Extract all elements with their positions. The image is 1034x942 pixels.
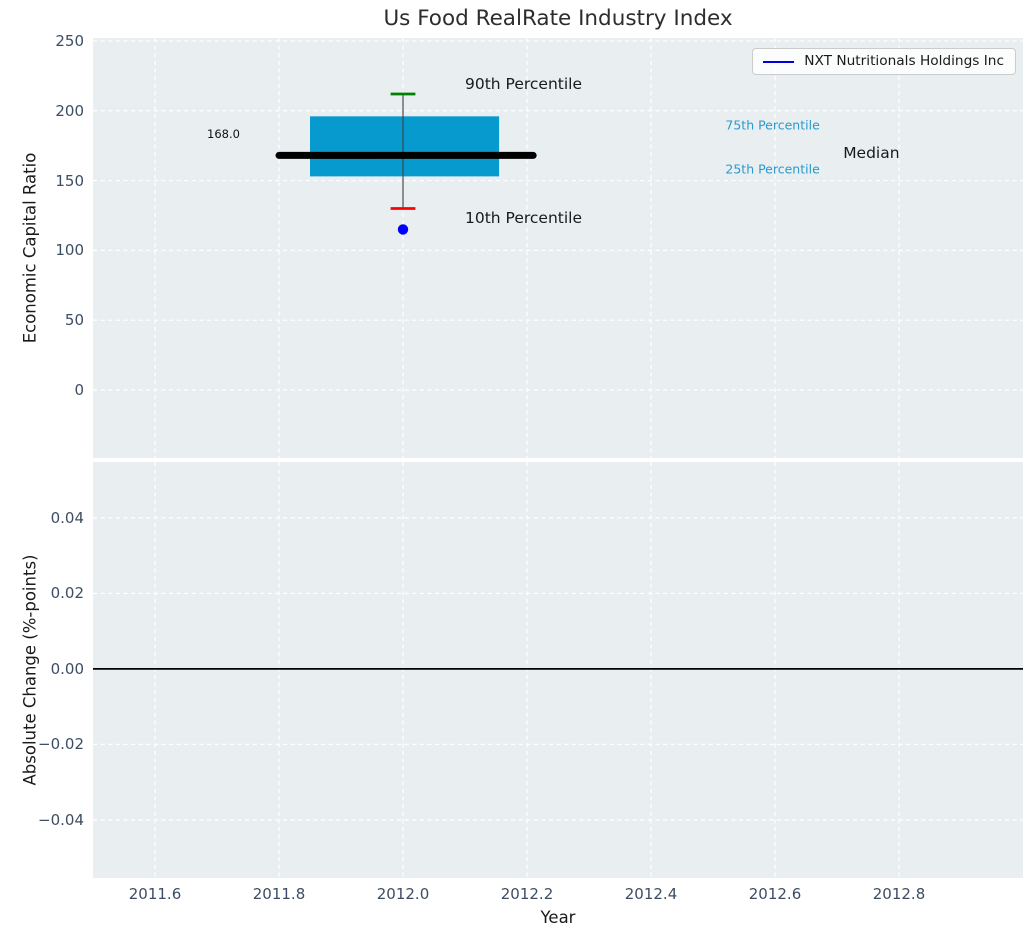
y-tick-label: 0.04 (50, 508, 84, 527)
legend-label: NXT Nutritionals Holdings Inc (804, 53, 1004, 69)
annotation-10th-percentile: 10th Percentile (465, 209, 583, 228)
y-tick-label: 200 (55, 101, 84, 120)
x-tick-label: 2012.2 (500, 885, 554, 903)
y-tick-label: 250 (55, 31, 84, 50)
annotation-median-value: 168.0 (207, 127, 240, 142)
top-plot-area: NXT Nutritionals Holdings Inc (93, 38, 1023, 458)
x-tick-label: 2012.0 (376, 885, 430, 903)
y-tick-label: −0.04 (38, 810, 84, 829)
x-tick-label: 2012.8 (872, 885, 926, 903)
bottom-plot-area (93, 462, 1023, 878)
y-tick-label: 100 (55, 241, 84, 260)
annotation-75th-percentile: 75th Percentile (725, 117, 820, 133)
plot-canvas (93, 38, 1023, 458)
legend: NXT Nutritionals Holdings Inc (752, 48, 1016, 75)
y-tick-label: −0.02 (38, 735, 84, 754)
legend-line-sample-icon (763, 60, 795, 63)
x-tick-label: 2012.6 (748, 885, 802, 903)
x-tick-label: 2011.6 (128, 885, 182, 903)
annotation-median: Median (843, 143, 900, 162)
box-interquartile-rect (310, 116, 500, 177)
company-point-marker (397, 224, 409, 235)
y-tick-label: 0.00 (50, 659, 84, 678)
annotation-25th-percentile: 25th Percentile (725, 161, 820, 177)
chart-title: Us Food RealRate Industry Index (383, 6, 733, 31)
y-tick-label: 0.02 (50, 584, 84, 603)
x-axis-label: Year (540, 908, 576, 927)
y-tick-label: 50 (64, 311, 84, 330)
y-tick-label: 0 (74, 381, 84, 399)
annotation-90th-percentile: 90th Percentile (465, 75, 583, 94)
plot-canvas (93, 462, 1023, 878)
y-tick-label: 150 (55, 171, 84, 190)
x-tick-label: 2012.4 (624, 885, 678, 903)
x-tick-label: 2011.8 (252, 885, 306, 903)
